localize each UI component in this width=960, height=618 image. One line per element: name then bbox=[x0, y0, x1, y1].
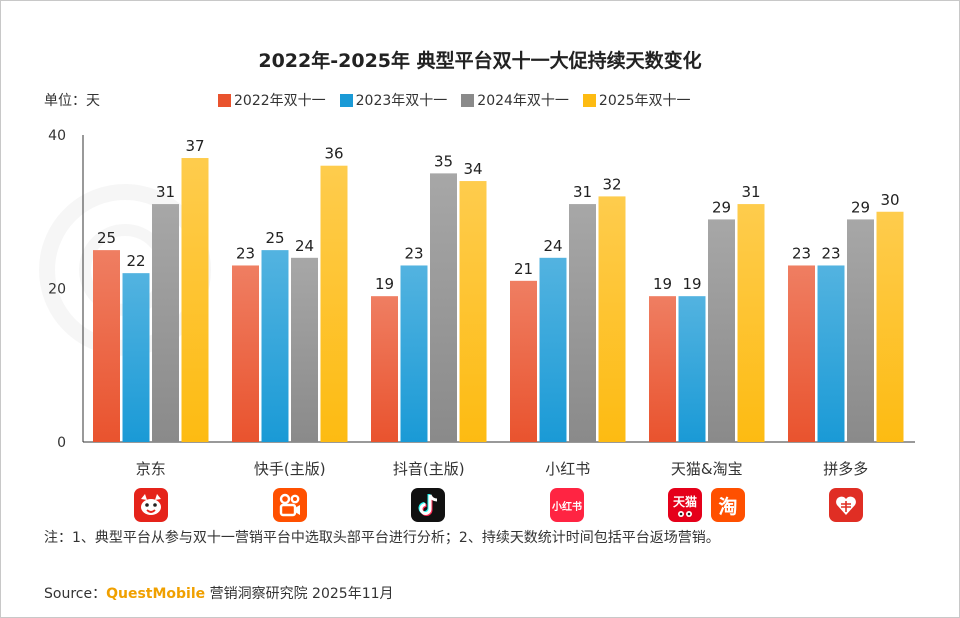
source-brand: QuestMobile bbox=[106, 586, 206, 602]
kuaishou-logo-icon bbox=[273, 488, 307, 522]
legend-label-2023: 2023年双十一 bbox=[355, 93, 448, 109]
jd-dog-logo-icon bbox=[134, 488, 168, 522]
bar bbox=[152, 204, 179, 442]
legend-label-2022: 2022年双十一 bbox=[234, 93, 326, 109]
legend: 2022年双十一 2023年双十一 2024年双十一 2025年双十一 bbox=[218, 90, 691, 110]
legend-item-2023: 2023年双十一 bbox=[339, 90, 448, 110]
bar bbox=[876, 211, 904, 442]
x-category-label: 天猫&淘宝 bbox=[671, 460, 743, 478]
source-line: Source：QuestMobile 营销洞察研究院 2025年11月 bbox=[44, 583, 394, 603]
bar-value-label: 31 bbox=[156, 183, 175, 201]
bar-value-label: 23 bbox=[792, 244, 811, 262]
bar bbox=[847, 219, 874, 442]
bar bbox=[93, 250, 120, 442]
tmall-logo-text: 天猫 bbox=[672, 494, 697, 509]
bar bbox=[598, 196, 626, 442]
bar-value-label: 36 bbox=[324, 145, 343, 163]
bar-value-label: 37 bbox=[185, 137, 204, 155]
bar-value-label: 25 bbox=[265, 229, 284, 247]
legend-swatch-2025 bbox=[582, 93, 596, 107]
bar bbox=[678, 296, 706, 442]
xiaohongshu-logo-text: 小红书 bbox=[552, 501, 582, 513]
bar bbox=[737, 204, 765, 442]
legend-item-2024: 2024年双十一 bbox=[461, 90, 569, 110]
douyin-logo-icon bbox=[411, 488, 445, 522]
bar-value-label: 29 bbox=[712, 198, 731, 216]
xiaohongshu-logo-icon: 小红书 bbox=[550, 488, 584, 522]
bar-value-label: 25 bbox=[97, 229, 116, 247]
bar-value-label: 23 bbox=[821, 244, 840, 262]
legend-swatch-2022 bbox=[218, 93, 231, 107]
bar bbox=[232, 265, 259, 442]
bar bbox=[371, 296, 398, 442]
bar-value-label: 23 bbox=[404, 244, 423, 262]
bar-value-label: 23 bbox=[236, 244, 255, 262]
bar-value-label: 21 bbox=[514, 260, 533, 278]
bar bbox=[261, 250, 289, 442]
source-suffix: 营销洞察研究院 2025年11月 bbox=[209, 586, 394, 602]
y-tick-label: 20 bbox=[48, 282, 66, 298]
legend-item-2022: 2022年双十一 bbox=[218, 90, 326, 110]
x-category-label: 京东 bbox=[136, 460, 166, 478]
legend-swatch-2024 bbox=[461, 93, 475, 107]
bar bbox=[539, 257, 567, 442]
chart-title: 2022年-2025年 典型平台双十一大促持续天数变化 bbox=[258, 50, 702, 72]
bar-value-label: 30 bbox=[880, 191, 899, 209]
bar-value-label: 24 bbox=[543, 237, 562, 255]
bar-value-label: 19 bbox=[653, 275, 672, 293]
y-tick-label: 40 bbox=[48, 128, 66, 144]
bar bbox=[181, 158, 209, 442]
x-category-label: 小红书 bbox=[545, 460, 590, 478]
bar bbox=[430, 173, 457, 442]
bar-value-label: 31 bbox=[741, 183, 760, 201]
bar bbox=[569, 204, 596, 442]
bar bbox=[649, 296, 676, 442]
taobao-logo-text: 淘 bbox=[718, 495, 738, 518]
legend-label-2025: 2025年双十一 bbox=[598, 93, 691, 109]
bar bbox=[788, 265, 815, 442]
x-category-label: 拼多多 bbox=[823, 460, 868, 478]
bar-value-label: 34 bbox=[463, 160, 482, 178]
x-category-label: 快手(主版) bbox=[254, 460, 326, 478]
y-tick-label: 0 bbox=[57, 435, 66, 451]
taobao-logo-icon: 淘 bbox=[711, 488, 745, 522]
legend-swatch-2023 bbox=[339, 93, 353, 107]
bar-value-label: 32 bbox=[602, 175, 621, 193]
x-category-label: 抖音(主版) bbox=[393, 460, 465, 478]
legend-item-2025: 2025年双十一 bbox=[582, 90, 691, 110]
pinduoduo-logo-icon bbox=[829, 488, 863, 522]
bar-value-label: 22 bbox=[126, 252, 145, 270]
bar-value-label: 19 bbox=[375, 275, 394, 293]
bar-value-label: 35 bbox=[434, 152, 453, 170]
bar bbox=[400, 265, 428, 442]
bar-value-label: 31 bbox=[573, 183, 592, 201]
bar bbox=[291, 257, 318, 442]
bar-value-label: 19 bbox=[682, 275, 701, 293]
bar bbox=[817, 265, 845, 442]
bar bbox=[459, 181, 487, 443]
bar bbox=[510, 280, 537, 442]
bar bbox=[122, 273, 150, 442]
source-prefix: Source： bbox=[44, 586, 107, 602]
bar bbox=[320, 165, 348, 442]
bar-value-label: 29 bbox=[851, 198, 870, 216]
unit-label: 单位：天 bbox=[44, 93, 100, 109]
bar-value-label: 24 bbox=[295, 237, 314, 255]
bar bbox=[708, 219, 735, 442]
legend-label-2024: 2024年双十一 bbox=[477, 93, 569, 109]
footnote: 注：1、典型平台从参与双十一营销平台中选取头部平台进行分析；2、持续天数统计时间… bbox=[44, 530, 720, 546]
tmall-logo-icon: 天猫 bbox=[668, 488, 702, 522]
